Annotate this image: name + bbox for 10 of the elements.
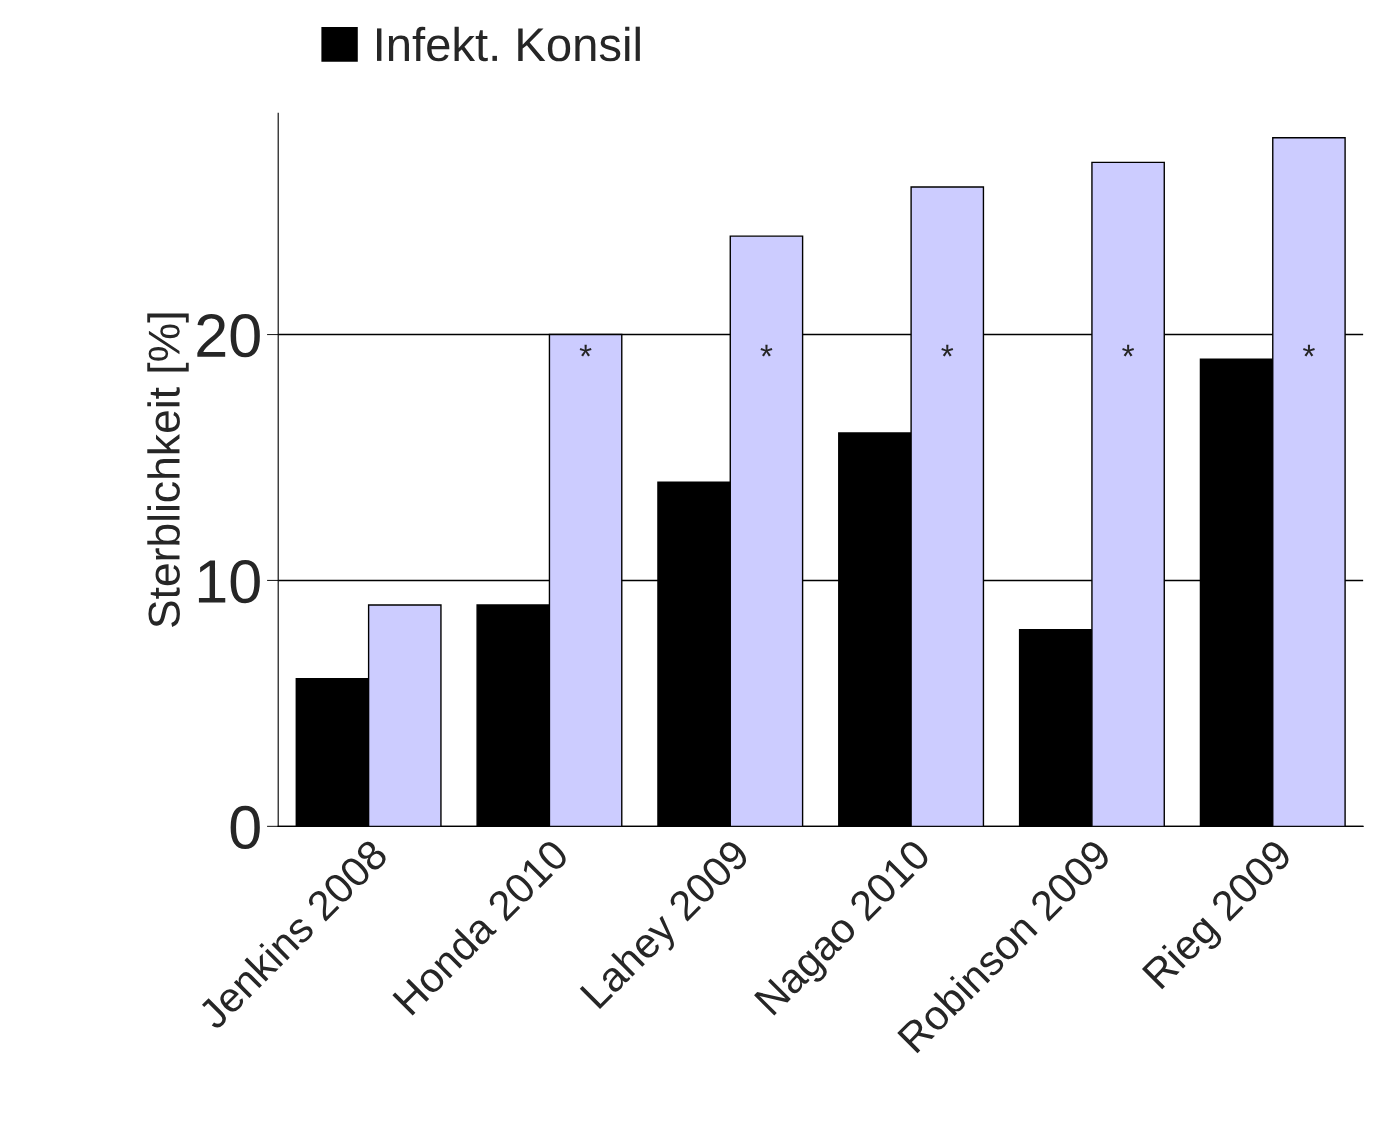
y-tick-label: 10 xyxy=(198,559,260,604)
legend-label: Infekt. Konsil xyxy=(377,26,640,62)
y-tick-label: 0 xyxy=(230,805,260,850)
annotation: * xyxy=(579,344,592,357)
y-axis-title: Sterblichkeit [%] xyxy=(147,313,189,628)
annotation: * xyxy=(1122,344,1135,357)
annotation: * xyxy=(941,344,954,357)
annotation: * xyxy=(1302,344,1315,357)
y-tick-label: 20 xyxy=(197,314,260,358)
annotation: * xyxy=(760,344,773,357)
